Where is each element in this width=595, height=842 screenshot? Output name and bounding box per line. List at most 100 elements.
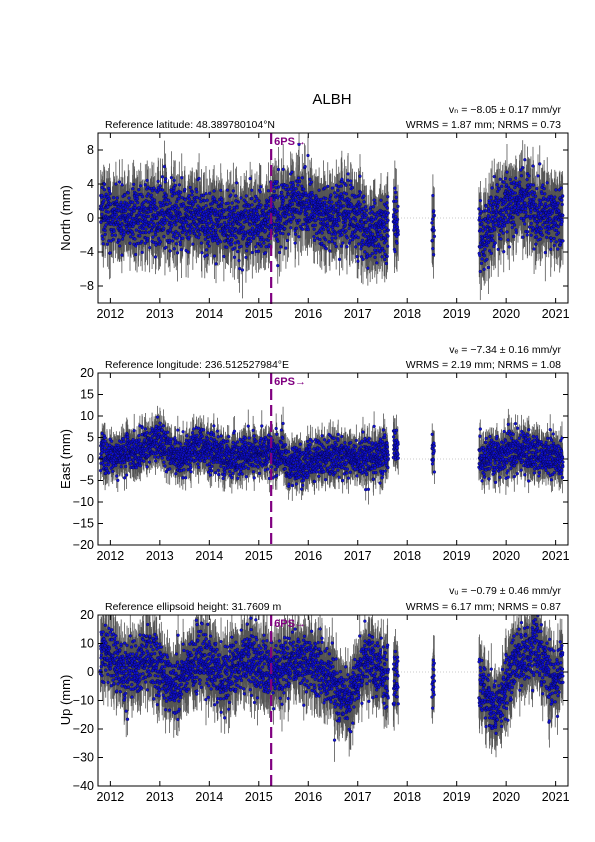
north-data-point (314, 224, 317, 227)
north-data-point (386, 207, 389, 210)
north-data-point (129, 242, 132, 245)
north-data-point (181, 237, 184, 240)
north-data-point (397, 230, 400, 233)
north-data-point (232, 223, 235, 226)
north-data-point (249, 240, 252, 243)
north-data-point (137, 222, 140, 225)
north-data-point (374, 256, 377, 259)
north-data-point (111, 234, 114, 237)
north-data-point (361, 258, 364, 261)
north-data-point (320, 242, 323, 245)
north-data-point (104, 229, 107, 232)
north-data-point (159, 240, 162, 243)
north-data-point (276, 264, 279, 267)
north-data-point (235, 236, 238, 239)
north-data-point (383, 230, 386, 233)
north-data-point (432, 209, 435, 212)
north-data-point (136, 197, 139, 200)
north-data-point (148, 246, 151, 249)
north-data-point (139, 184, 142, 187)
north-data-point (387, 219, 390, 222)
north-data-point (300, 185, 303, 188)
north-data-point (118, 239, 121, 242)
north-data-point (371, 252, 374, 255)
north-data-point (147, 192, 150, 195)
north-data-point (118, 245, 121, 248)
north-data-point (433, 214, 436, 217)
north-data-point (301, 223, 304, 226)
north-data-point (237, 241, 240, 244)
north-data-point (358, 194, 361, 197)
north-data-point (114, 234, 117, 237)
north-data-point (356, 260, 359, 263)
north-data-point (378, 245, 381, 248)
north-data-point (194, 217, 197, 220)
north-data-point (363, 200, 366, 203)
north-data-point (308, 178, 311, 181)
north-data-point (170, 225, 173, 228)
north-rate-label: vₙ = −8.05 ± 0.17 mm/yr (449, 104, 562, 116)
north-data-point (295, 227, 298, 230)
north-data-point (334, 236, 337, 239)
north-data-point (177, 217, 180, 220)
north-data-point (294, 242, 297, 245)
north-data-point (229, 194, 232, 197)
north-data-point (161, 175, 164, 178)
north-data-point (344, 223, 347, 226)
north-data-point (328, 249, 331, 252)
north-data-point (357, 236, 360, 239)
north-data-point (157, 229, 160, 232)
north-data-point (310, 191, 313, 194)
north-data-point (132, 183, 135, 186)
north-data-point (231, 202, 234, 205)
north-data-point (161, 189, 164, 192)
north-data-point (332, 211, 335, 214)
north-data-point (121, 183, 124, 186)
north-data-point (298, 219, 301, 222)
north-data-point (174, 223, 177, 226)
north-data-point (349, 220, 352, 223)
north-data-point (161, 209, 164, 212)
north-data-point (327, 228, 330, 231)
north-data-point (277, 186, 280, 189)
north-data-point (196, 227, 199, 230)
north-data-point (346, 179, 349, 182)
north-data-point (341, 228, 344, 231)
north-data-point (151, 189, 154, 192)
north-data-point (340, 245, 343, 248)
north-data-point (395, 221, 398, 224)
north-data-point (252, 235, 255, 238)
north-data-point (259, 185, 262, 188)
north-data-point (276, 196, 279, 199)
north-data-point (333, 242, 336, 245)
north-data-point (112, 218, 115, 221)
north-data-point (188, 198, 191, 201)
north-data-point (347, 172, 350, 175)
north-data-point (173, 187, 176, 190)
north-data-point (255, 197, 258, 200)
north-data-point (175, 204, 178, 207)
north-data-point (348, 227, 351, 230)
north-data-point (137, 188, 140, 191)
north-data-point (383, 250, 386, 253)
north-data-point (277, 210, 280, 213)
north-data-point (255, 210, 258, 213)
north-data-point (100, 194, 103, 197)
north-data-point (134, 253, 137, 256)
north-data-point (194, 200, 197, 203)
north-data-point (363, 250, 366, 253)
north-data-point (369, 254, 372, 257)
north-data-point (245, 249, 248, 252)
north-data-point (200, 242, 203, 245)
north-data-point (291, 213, 294, 216)
north-data-point (213, 197, 216, 200)
north-data-point (396, 210, 399, 213)
north-data-point (208, 245, 211, 248)
north-data-point (112, 238, 115, 241)
north-data-point (148, 224, 151, 227)
north-data-point (185, 221, 188, 224)
north-data-point (313, 239, 316, 242)
north-data-point (340, 233, 343, 236)
north-data-point (477, 207, 480, 210)
north-data-point (154, 233, 157, 236)
